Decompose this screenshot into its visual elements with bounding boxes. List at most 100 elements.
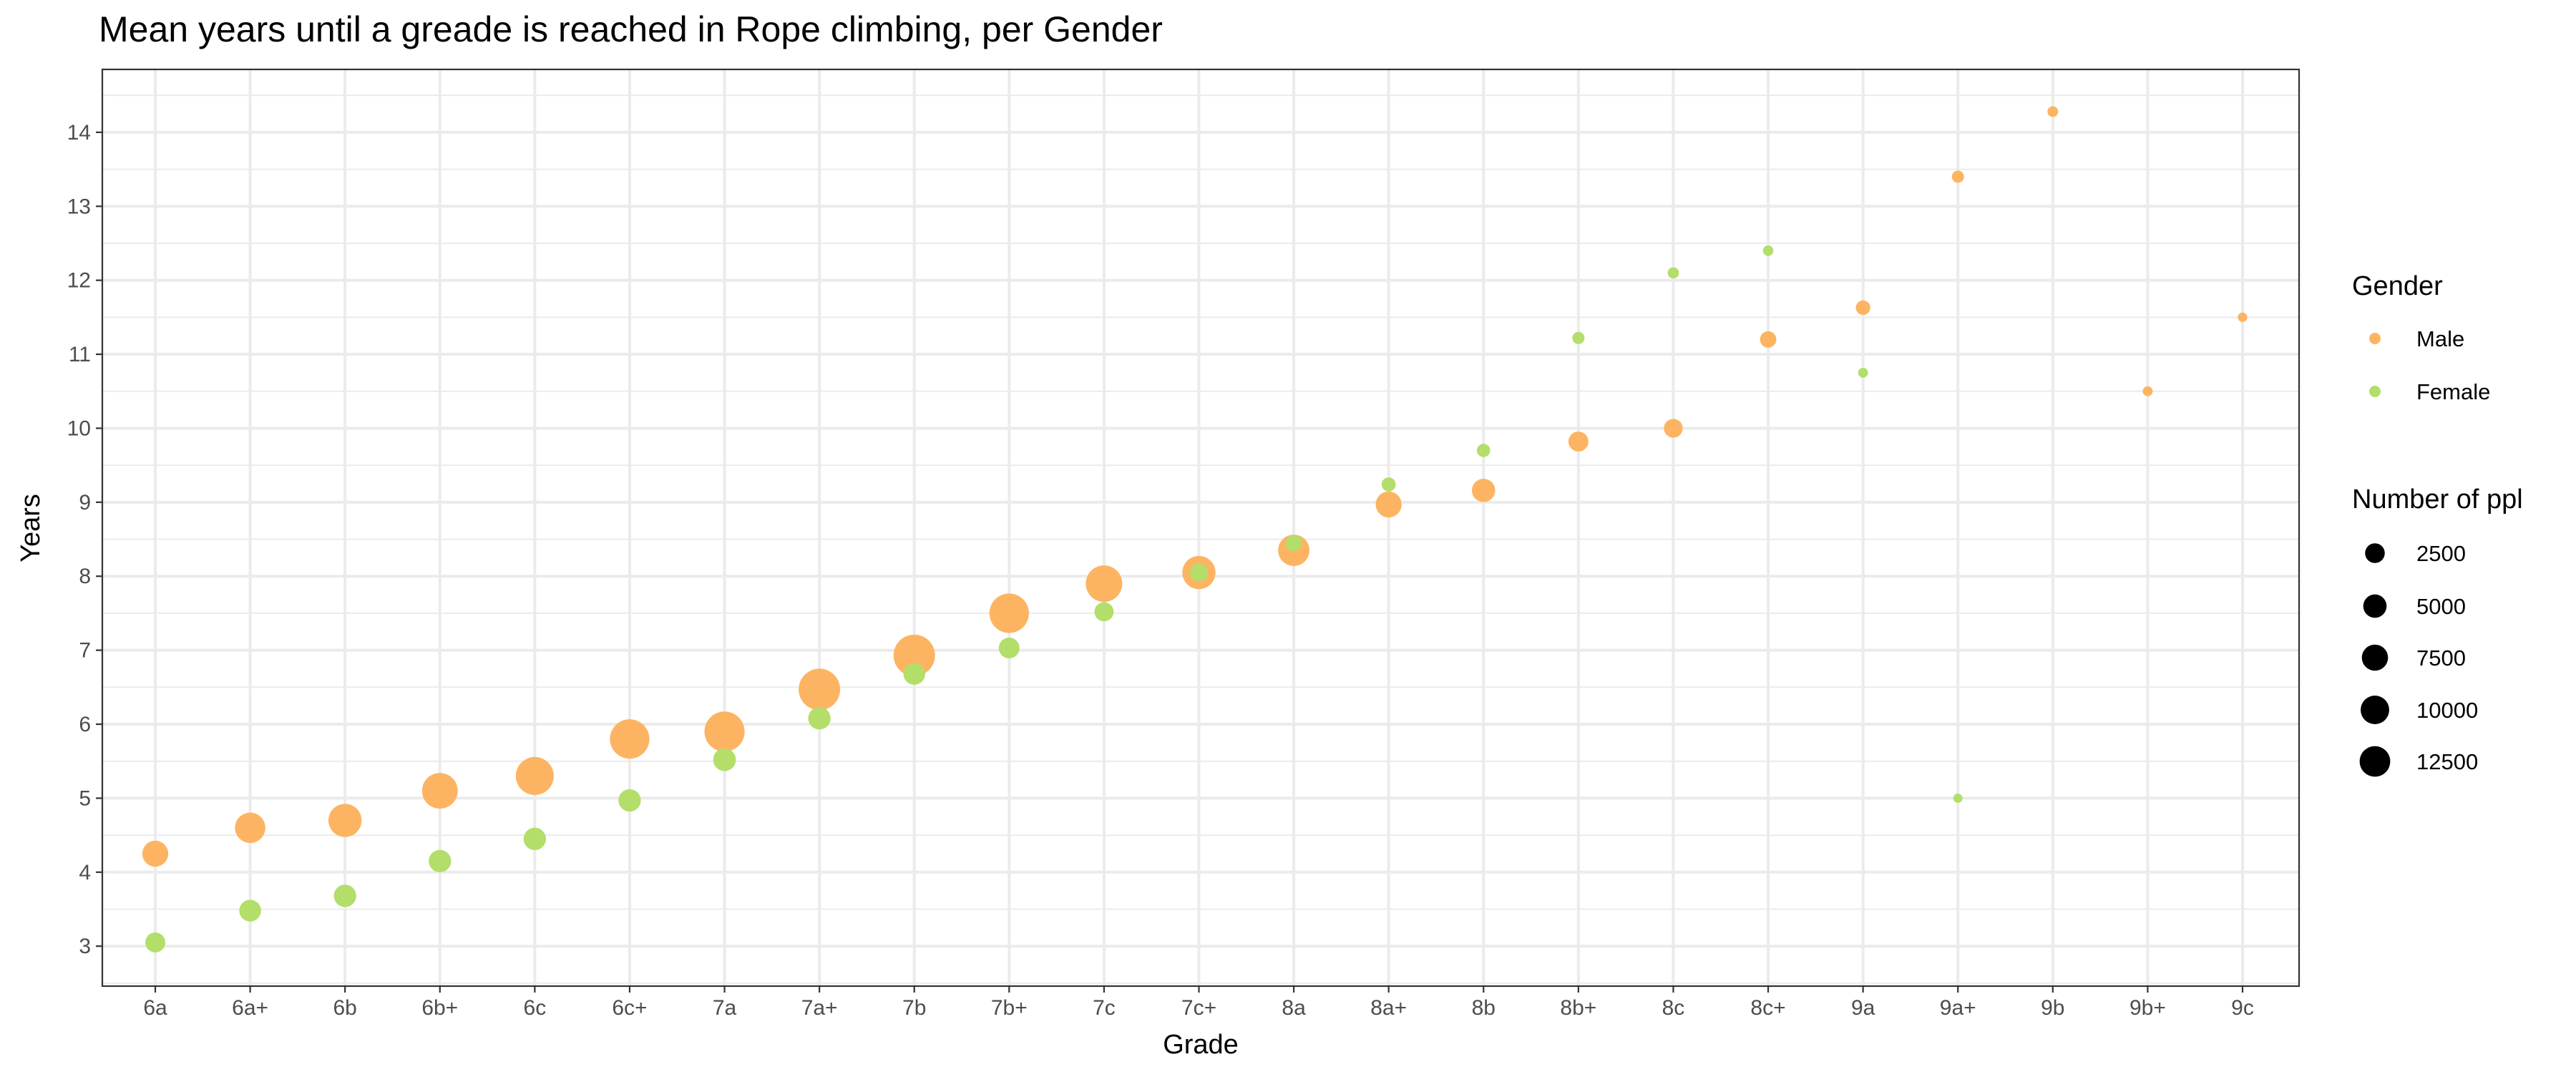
x-tick-label: 8c <box>1662 996 1685 1020</box>
point-male-7b+ <box>989 593 1029 633</box>
point-male-6b <box>328 804 362 837</box>
x-tick-label: 7c <box>1093 996 1116 1020</box>
point-female-6c+ <box>618 789 641 812</box>
point-female-7b+ <box>998 638 1020 658</box>
legend-key-female <box>2369 386 2381 397</box>
x-tick-label: 7a+ <box>801 996 838 1020</box>
x-axis: 6a 6a+ 6b 6b+ 6c 6c+ 7a 7a+ 7b 7b+ 7c 7c+ 8a 8a+ 8b 8b+… <box>143 986 2254 1020</box>
x-tick-label: 7c+ <box>1181 996 1216 1020</box>
y-tick-label: 8 <box>79 565 91 588</box>
plot-panel-border <box>101 68 2301 988</box>
point-female-8a <box>1285 535 1302 552</box>
point-female-6b+ <box>429 849 452 872</box>
legend-title-gender: Gender <box>2352 271 2443 301</box>
point-female-6c <box>523 827 547 850</box>
point-male-9a+ <box>1951 170 1964 183</box>
point-female-6b <box>333 884 356 907</box>
x-tick-label: 6a <box>143 996 167 1020</box>
point-male-8b <box>1471 479 1496 502</box>
point-male-8c <box>1664 419 1683 438</box>
legend-size-key <box>2359 746 2391 777</box>
point-male-6a+ <box>235 812 265 844</box>
legend-size-key <box>2361 644 2389 671</box>
legend-size-label: 10000 <box>2416 698 2478 723</box>
x-tick-label: 8a+ <box>1370 996 1407 1020</box>
point-male-9b <box>2047 106 2059 117</box>
x-tick-label: 6c+ <box>612 996 647 1020</box>
point-male-8a+ <box>1375 491 1402 518</box>
plot-background <box>102 69 2299 986</box>
point-female-7c+ <box>1189 563 1209 582</box>
y-tick-label: 5 <box>79 786 91 810</box>
point-female-9a <box>1858 367 1868 378</box>
y-tick-label: 6 <box>79 713 91 736</box>
legend-label-male: Male <box>2416 326 2464 351</box>
legend-size-key <box>2363 594 2387 618</box>
point-male-6a <box>142 840 169 867</box>
x-tick-label: 9a+ <box>1940 996 1976 1020</box>
point-male-8b+ <box>1568 432 1589 452</box>
y-tick-label: 11 <box>69 343 91 366</box>
x-axis-title: Grade <box>1163 1030 1239 1060</box>
point-female-8b+ <box>1572 331 1585 344</box>
x-tick-label: 9b+ <box>2129 996 2166 1020</box>
point-male-9b+ <box>2142 386 2153 396</box>
chart-title: Mean years until a greade is reached in … <box>99 9 1163 49</box>
point-male-7a <box>704 711 745 752</box>
legend-title-size: Number of ppl <box>2352 484 2523 515</box>
point-male-9a <box>1855 300 1870 316</box>
point-male-9c <box>2238 312 2248 323</box>
x-tick-label: 9c <box>2231 996 2254 1020</box>
legend-size-key <box>2365 543 2385 563</box>
legend-key-male <box>2369 333 2381 344</box>
x-tick-label: 7a <box>713 996 737 1020</box>
y-tick-label: 12 <box>67 269 91 293</box>
x-tick-label: 6a+ <box>232 996 268 1020</box>
point-male-7a+ <box>799 668 841 711</box>
x-tick-label: 9b <box>2041 996 2064 1020</box>
point-female-7c <box>1094 602 1114 622</box>
legend: Gender Number of ppl Male Female 2500 5000 7… <box>2352 271 2523 777</box>
x-tick-label: 7b <box>902 996 926 1020</box>
legend-size-key <box>2361 696 2389 724</box>
point-female-9a+ <box>1953 793 1963 803</box>
x-tick-label: 9a <box>1851 996 1875 1020</box>
legend-label-female: Female <box>2416 379 2490 404</box>
point-female-7b <box>903 663 925 685</box>
x-tick-label: 6c <box>524 996 547 1020</box>
y-tick-label: 4 <box>79 861 91 884</box>
x-tick-label: 8a <box>1282 996 1306 1020</box>
point-female-6a+ <box>239 900 261 922</box>
point-male-6c+ <box>610 719 650 759</box>
legend-size-label: 5000 <box>2416 594 2466 619</box>
legend-size-label: 7500 <box>2416 645 2466 671</box>
point-male-7c <box>1085 565 1123 603</box>
y-tick-label: 9 <box>79 491 91 515</box>
y-axis: 3 4 5 6 7 8 9 10 11 12 13 14 <box>67 121 102 958</box>
y-tick-label: 13 <box>67 195 91 218</box>
x-tick-label: 7b+ <box>991 996 1028 1020</box>
y-axis-title: Years <box>16 494 46 562</box>
point-male-6c <box>515 756 554 795</box>
x-tick-label: 8b+ <box>1560 996 1596 1020</box>
x-tick-label: 8b <box>1472 996 1496 1020</box>
x-tick-label: 6b <box>333 996 356 1020</box>
legend-size-label: 2500 <box>2416 541 2466 566</box>
point-male-7b <box>893 634 935 676</box>
point-male-6b+ <box>421 773 458 809</box>
point-female-8c <box>1667 267 1679 279</box>
point-female-7a+ <box>808 707 831 730</box>
grid <box>102 69 2299 986</box>
legend-size-label: 12500 <box>2416 749 2478 774</box>
points <box>142 106 2248 952</box>
y-tick-label: 10 <box>67 416 91 440</box>
point-female-7a <box>713 748 736 771</box>
x-tick-label: 8c+ <box>1750 996 1785 1020</box>
point-female-8b <box>1477 444 1491 457</box>
point-male-8c+ <box>1760 331 1777 348</box>
x-tick-label: 6b+ <box>421 996 458 1020</box>
y-tick-label: 7 <box>79 639 91 663</box>
y-tick-label: 14 <box>67 121 91 145</box>
point-female-6a <box>145 932 165 952</box>
